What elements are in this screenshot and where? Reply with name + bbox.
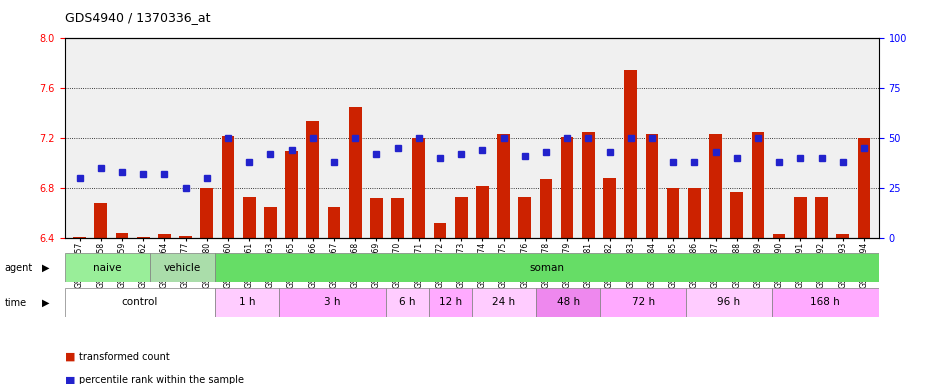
Text: 24 h: 24 h (492, 297, 515, 308)
Bar (306, 121, 319, 238)
Bar (413, 138, 426, 238)
Bar (242, 197, 255, 238)
FancyBboxPatch shape (536, 288, 600, 317)
Bar (73, 237, 86, 238)
Bar (667, 188, 680, 238)
Bar (116, 233, 129, 238)
Bar (751, 132, 764, 238)
Bar (94, 203, 107, 238)
Bar (327, 207, 340, 238)
Text: 12 h: 12 h (438, 297, 462, 308)
Bar (731, 192, 743, 238)
Text: ■: ■ (65, 375, 75, 384)
Bar (603, 178, 616, 238)
Bar (794, 197, 807, 238)
Bar (815, 197, 828, 238)
Bar (709, 134, 722, 238)
FancyBboxPatch shape (215, 253, 879, 282)
Bar (285, 151, 298, 238)
Text: ■: ■ (65, 352, 75, 362)
Bar (582, 132, 595, 238)
Bar (497, 134, 510, 238)
Text: ▶: ▶ (42, 263, 49, 273)
Text: time: time (5, 298, 27, 308)
Text: vehicle: vehicle (164, 263, 202, 273)
Text: 6 h: 6 h (400, 297, 415, 308)
Bar (518, 197, 531, 238)
Bar (624, 70, 637, 238)
FancyBboxPatch shape (65, 253, 151, 282)
FancyBboxPatch shape (429, 288, 472, 317)
Bar (137, 237, 150, 238)
Bar (539, 179, 552, 238)
Bar (222, 136, 234, 238)
FancyBboxPatch shape (65, 288, 215, 317)
Bar (836, 234, 849, 238)
Bar (434, 223, 446, 238)
FancyBboxPatch shape (771, 288, 879, 317)
FancyBboxPatch shape (151, 253, 215, 282)
Text: 72 h: 72 h (632, 297, 655, 308)
Bar (646, 134, 659, 238)
Bar (476, 185, 488, 238)
Text: transformed count: transformed count (79, 352, 169, 362)
Text: naive: naive (93, 263, 122, 273)
Bar (857, 138, 870, 238)
Text: 168 h: 168 h (810, 297, 840, 308)
Bar (688, 188, 700, 238)
Bar (772, 234, 785, 238)
Bar (349, 107, 362, 238)
Text: agent: agent (5, 263, 33, 273)
FancyBboxPatch shape (386, 288, 429, 317)
Bar (455, 197, 467, 238)
Bar (391, 198, 404, 238)
FancyBboxPatch shape (215, 288, 279, 317)
Text: percentile rank within the sample: percentile rank within the sample (79, 375, 243, 384)
Text: ▶: ▶ (42, 298, 49, 308)
Text: 96 h: 96 h (717, 297, 740, 308)
FancyBboxPatch shape (600, 288, 686, 317)
Text: GDS4940 / 1370336_at: GDS4940 / 1370336_at (65, 12, 210, 25)
Bar (561, 137, 574, 238)
Text: 48 h: 48 h (557, 297, 580, 308)
FancyBboxPatch shape (472, 288, 536, 317)
FancyBboxPatch shape (686, 288, 771, 317)
Bar (264, 207, 277, 238)
Bar (179, 235, 192, 238)
Bar (370, 198, 383, 238)
Bar (201, 188, 213, 238)
Text: 3 h: 3 h (325, 297, 340, 308)
Text: 1 h: 1 h (239, 297, 255, 308)
FancyBboxPatch shape (279, 288, 386, 317)
Bar (158, 234, 171, 238)
Text: soman: soman (529, 263, 564, 273)
Text: control: control (121, 297, 158, 308)
